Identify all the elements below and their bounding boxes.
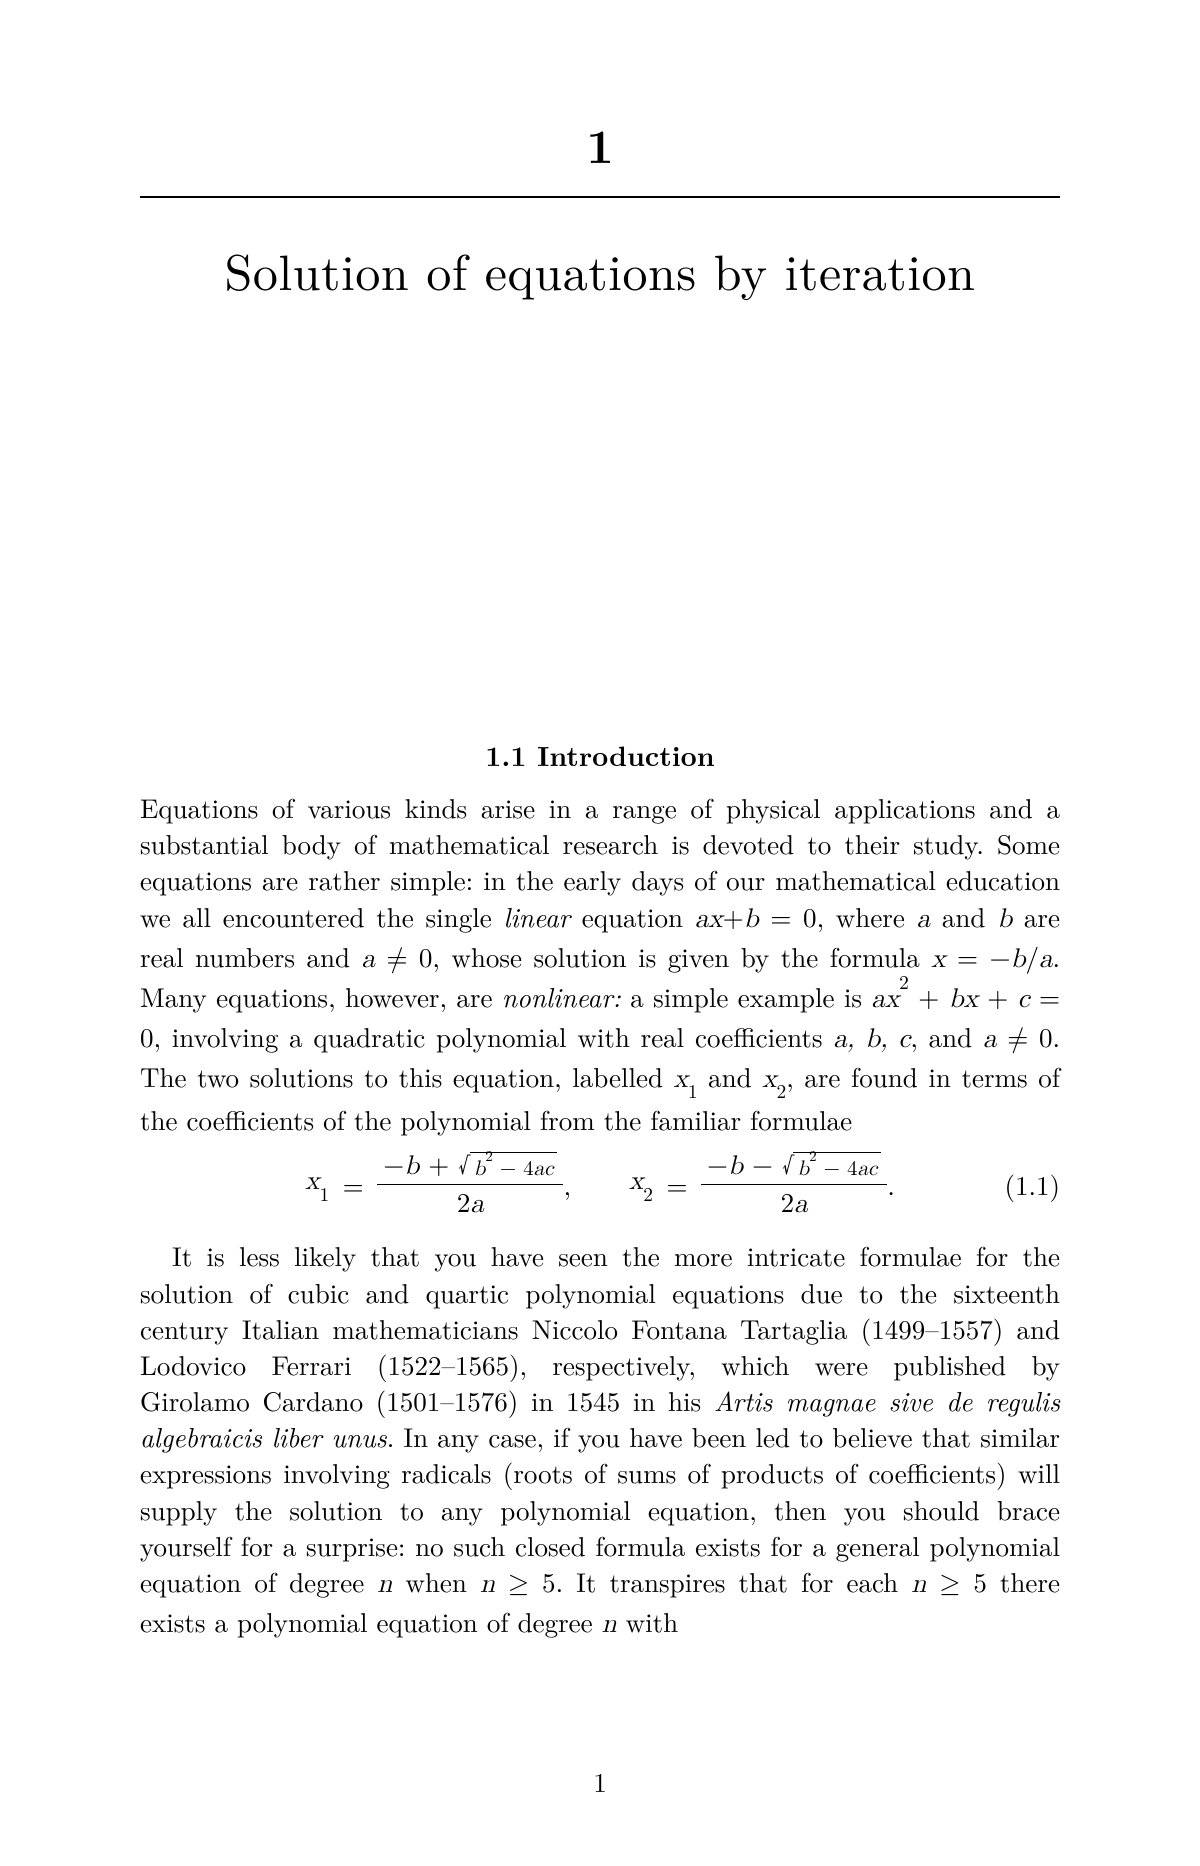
p1-text-i: , involving a quadratic polynomial with … bbox=[154, 1017, 834, 1055]
eq-period: . bbox=[887, 1165, 895, 1203]
p1-text-c: , where bbox=[817, 897, 917, 935]
n-ge-5-1: n ≥ 5 bbox=[480, 1571, 556, 1598]
var-n-1: n bbox=[377, 1571, 392, 1598]
eq-linear: ax+b = 0 bbox=[695, 906, 817, 933]
var-n-2: n bbox=[602, 1611, 617, 1638]
p1-linear-italic: linear bbox=[503, 897, 570, 935]
equation-1-1: x1 = −b + √ b2 − 4ac 2a , x2 = bbox=[140, 1149, 1060, 1220]
eq-x2: x2 = −b − √ b2 − 4ac 2a . bbox=[629, 1149, 895, 1220]
x-eq-negb-over-a: x = −b/a bbox=[931, 946, 1052, 973]
p1-nonlinear-italic: nonlinear: bbox=[502, 977, 621, 1015]
chapter-number: 1 bbox=[140, 110, 1060, 178]
a-ne-0-1: a ≠ 0 bbox=[362, 946, 433, 973]
p1-text-h: a simple example is bbox=[621, 977, 871, 1015]
paragraph-2: It is less likely that you have seen the… bbox=[140, 1237, 1060, 1643]
p1-text-b: equation bbox=[570, 897, 695, 935]
x2-inline: x2 bbox=[762, 1066, 786, 1093]
section-heading: 1.1 Introduction bbox=[140, 735, 1060, 775]
x1-inline: x1 bbox=[674, 1066, 698, 1093]
p1-text-j: , and bbox=[910, 1017, 983, 1055]
sqrt-2: √ b2 − 4ac bbox=[782, 1152, 881, 1182]
eq-comma-1: , bbox=[563, 1165, 571, 1203]
p1-text-l: and bbox=[698, 1057, 763, 1095]
n-ge-5-2: n ≥ 5 bbox=[911, 1571, 987, 1598]
eq-x1: x1 = −b + √ b2 − 4ac 2a , bbox=[305, 1149, 571, 1220]
a-ne-0-2: a ≠ 0 bbox=[983, 1026, 1053, 1053]
equation-number: (1.1) bbox=[1004, 1165, 1060, 1203]
p1-text-d: and bbox=[930, 897, 997, 935]
var-b: b bbox=[997, 906, 1012, 933]
sqrt-1: √ b2 − 4ac bbox=[458, 1152, 557, 1182]
frac-x2: −b − √ b2 − 4ac 2a bbox=[701, 1149, 887, 1220]
p1-text-f: , whose solution is given by the formula bbox=[432, 937, 931, 975]
p2-text-d: . It transpires that for each bbox=[556, 1562, 912, 1600]
equation-content: x1 = −b + √ b2 − 4ac 2a , x2 = bbox=[305, 1149, 895, 1220]
page: 1 Solution of equations by iteration 1.1… bbox=[0, 0, 1200, 1866]
chapter-title: Solution of equations by iteration bbox=[140, 234, 1060, 305]
frac-x1: −b + √ b2 − 4ac 2a bbox=[377, 1149, 563, 1220]
coeffs-abc: a, b, c bbox=[833, 1026, 910, 1053]
p2-text-c: when bbox=[392, 1562, 480, 1600]
p2-text-f: with bbox=[617, 1602, 679, 1640]
chapter-rule bbox=[140, 196, 1060, 198]
page-number: 1 bbox=[0, 1762, 1200, 1800]
paragraph-1: Equations of various kinds arise in a ra… bbox=[140, 789, 1060, 1137]
var-a: a bbox=[917, 906, 931, 933]
